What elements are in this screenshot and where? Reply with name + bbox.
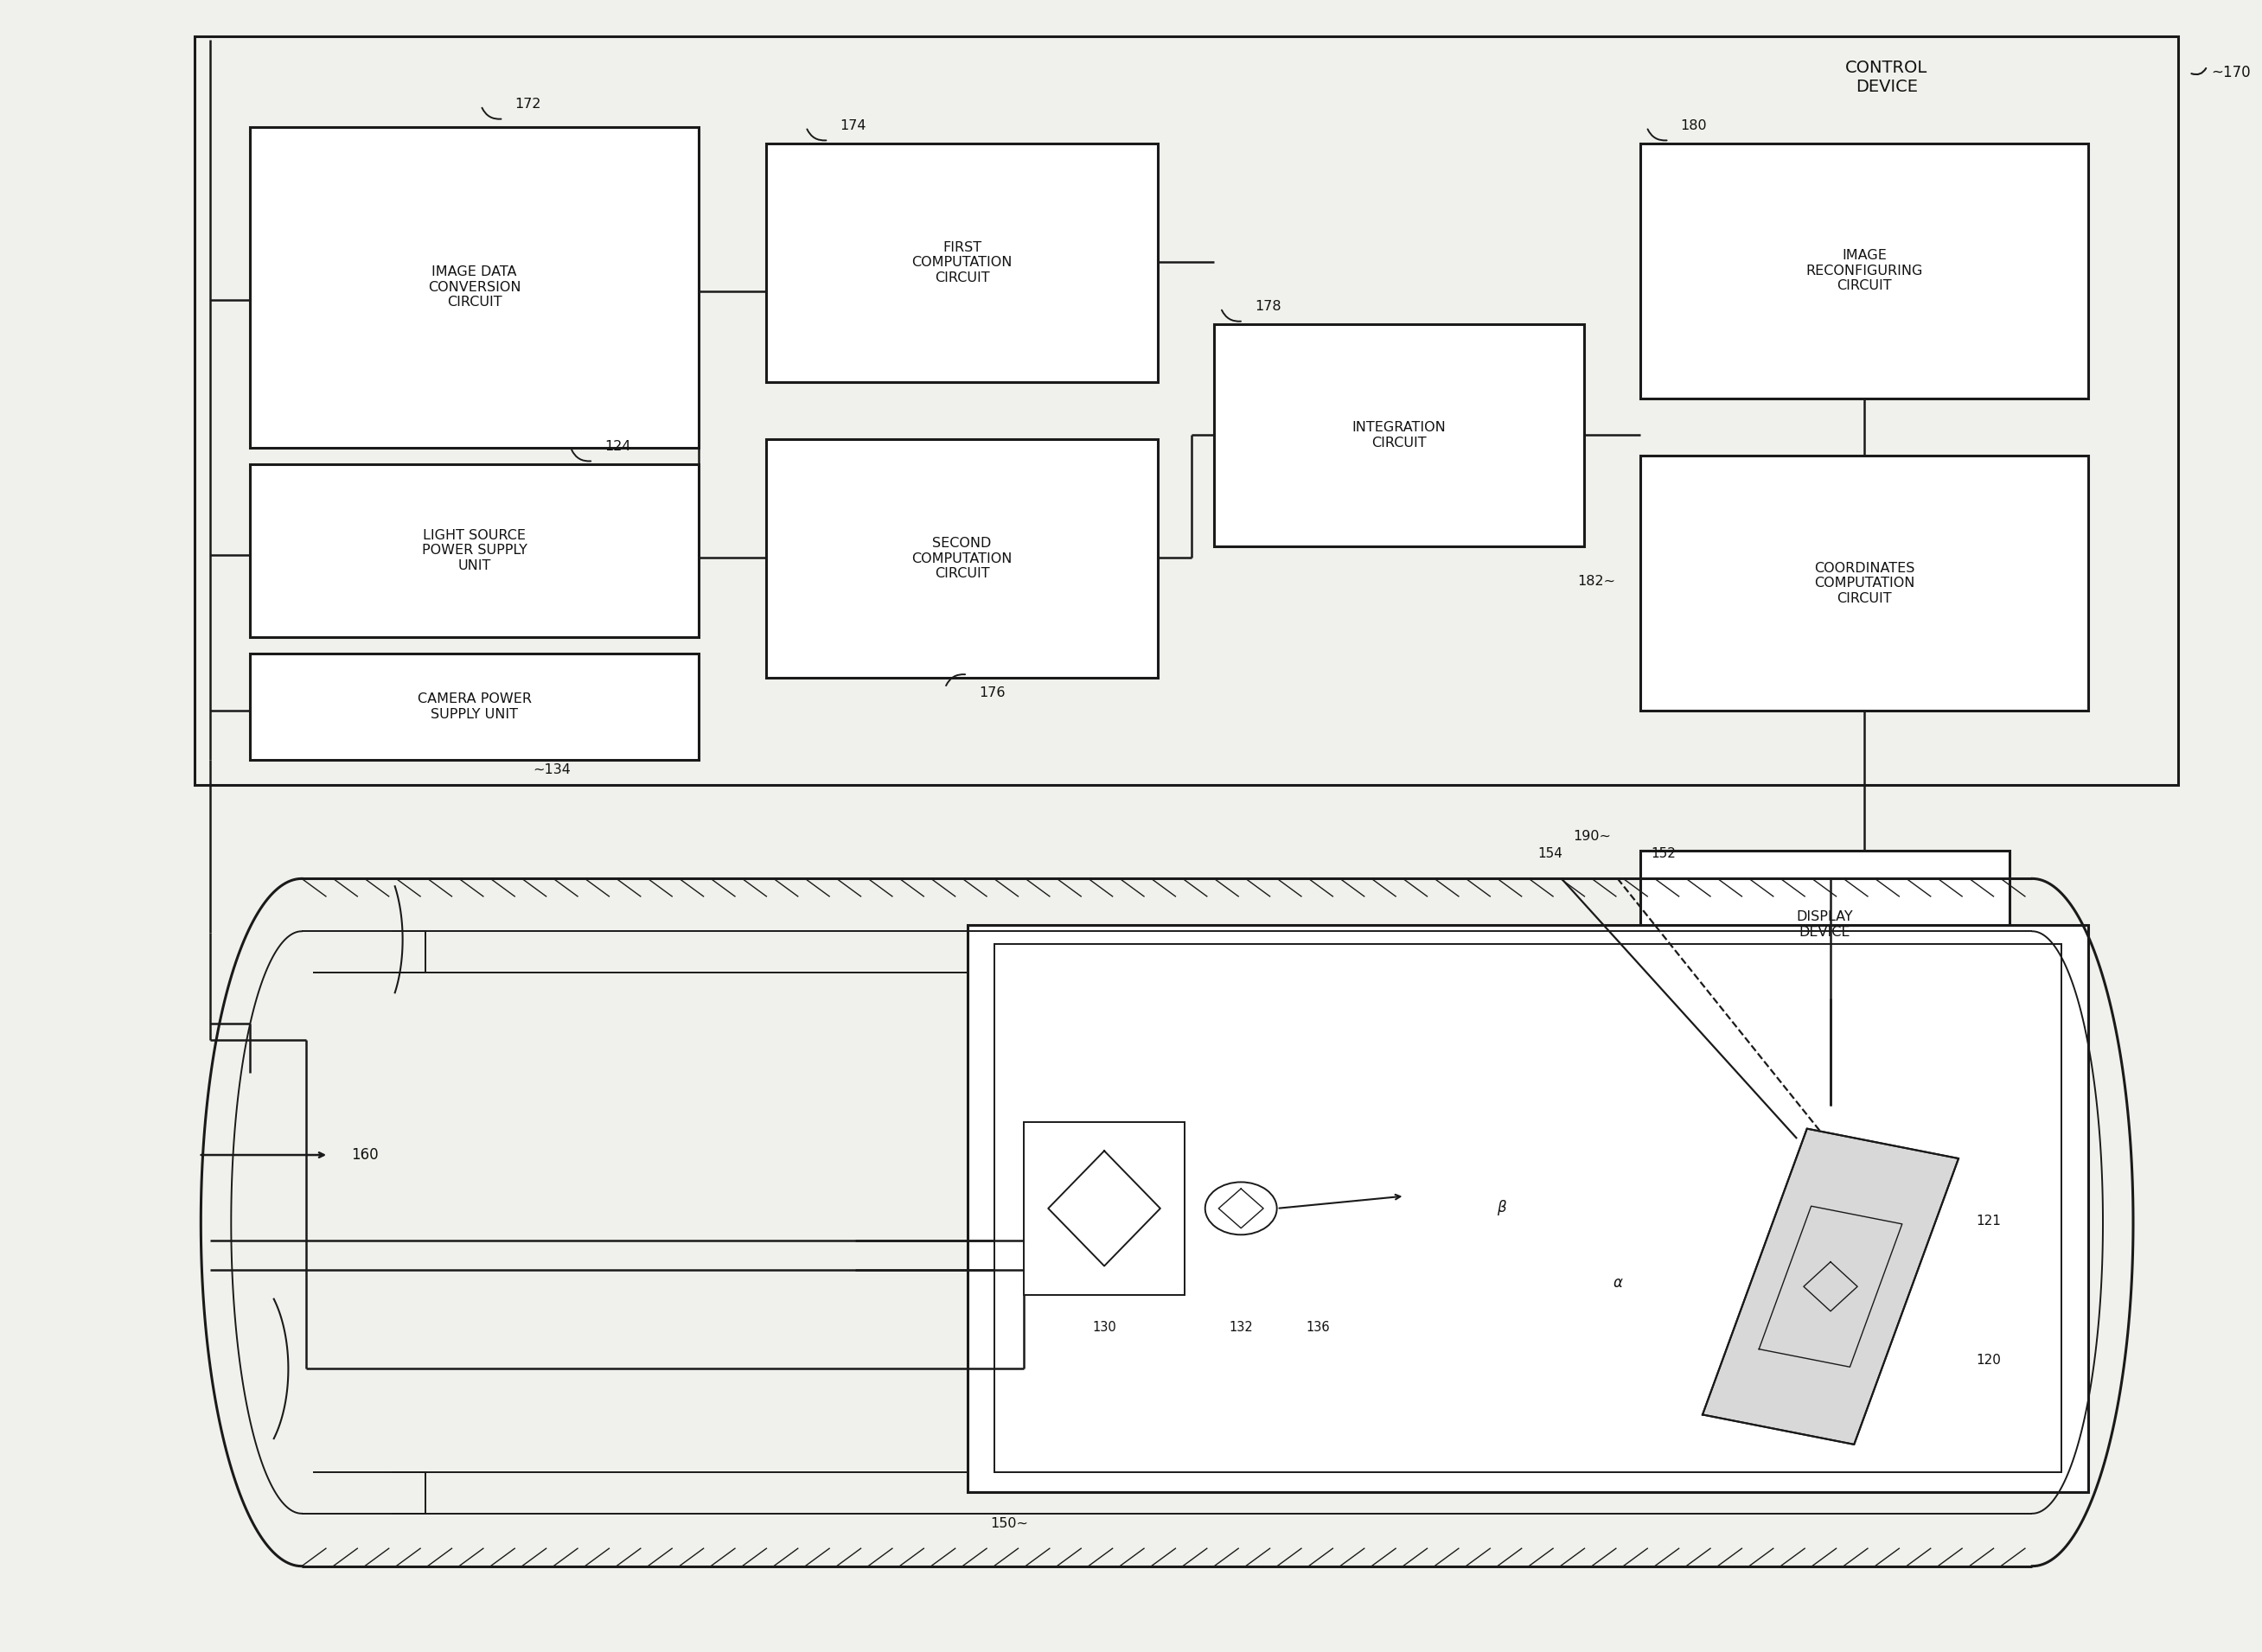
Text: 150~: 150~ [991,1517,1027,1530]
Text: 160: 160 [351,1146,378,1163]
Bar [1640,851,2011,999]
Text: CAMERA POWER
SUPPLY UNIT: CAMERA POWER SUPPLY UNIT [416,692,532,720]
Bar [1215,324,1583,547]
Text: 190~: 190~ [1572,829,1611,843]
Text: 172: 172 [516,97,541,111]
Polygon shape [1703,1128,1959,1444]
Bar [1640,144,2088,398]
Text: 182~: 182~ [1577,575,1615,588]
Bar [968,925,2088,1492]
Text: β: β [1497,1199,1506,1216]
Text: 136: 136 [1307,1322,1330,1335]
Bar [195,36,2178,785]
Text: 180: 180 [1681,119,1708,132]
Bar [251,653,699,760]
Bar [251,127,699,448]
Text: INTEGRATION
CIRCUIT: INTEGRATION CIRCUIT [1353,421,1445,449]
Bar [1022,1122,1185,1295]
Text: 130: 130 [1093,1322,1115,1335]
Text: FIRST
COMPUTATION
CIRCUIT: FIRST COMPUTATION CIRCUIT [912,241,1011,284]
Text: 154: 154 [1538,847,1563,861]
Text: 124: 124 [604,439,631,453]
Text: IMAGE
RECONFIGURING
CIRCUIT: IMAGE RECONFIGURING CIRCUIT [1805,249,1923,292]
Text: CONTROL
DEVICE: CONTROL DEVICE [1846,59,1927,96]
Circle shape [1206,1183,1276,1234]
Text: IMAGE DATA
CONVERSION
CIRCUIT: IMAGE DATA CONVERSION CIRCUIT [428,266,520,309]
Text: 176: 176 [979,686,1004,699]
Text: 178: 178 [1255,301,1280,312]
Text: ~170: ~170 [2212,64,2251,81]
Text: ~134: ~134 [532,763,570,776]
Bar [995,945,2061,1472]
Text: 121: 121 [1977,1214,2002,1227]
Text: LIGHT SOURCE
POWER SUPPLY
UNIT: LIGHT SOURCE POWER SUPPLY UNIT [421,529,527,572]
Bar [767,144,1158,382]
Text: 132: 132 [1228,1322,1253,1335]
Bar [251,464,699,638]
Bar [1640,456,2088,710]
Text: COORDINATES
COMPUTATION
CIRCUIT: COORDINATES COMPUTATION CIRCUIT [1814,562,1914,605]
Text: 174: 174 [839,119,866,132]
Text: DISPLAY
DEVICE: DISPLAY DEVICE [1796,910,1853,938]
Text: SECOND
COMPUTATION
CIRCUIT: SECOND COMPUTATION CIRCUIT [912,537,1011,580]
Text: 152: 152 [1651,847,1676,861]
Bar [767,439,1158,677]
Text: 120: 120 [1977,1355,2002,1368]
Text: α: α [1613,1275,1622,1290]
